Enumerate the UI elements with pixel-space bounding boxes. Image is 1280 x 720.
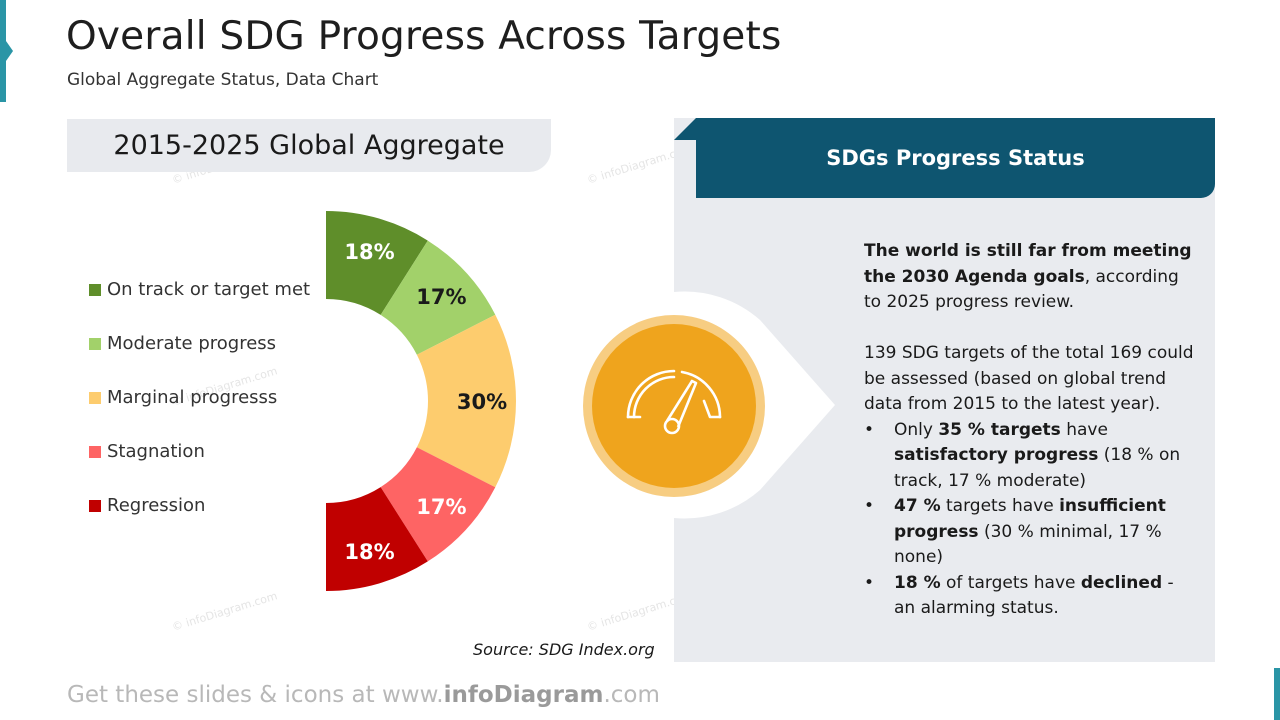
gauge-badge xyxy=(592,324,756,488)
data-label: 30% xyxy=(457,390,507,414)
status-intro: The world is still far from meeting the … xyxy=(864,239,1194,316)
status-panel-header: SDGs Progress Status xyxy=(696,118,1215,198)
legend-item: Moderate progress xyxy=(89,333,349,357)
right-accent-bar xyxy=(1274,668,1280,720)
data-label: 17% xyxy=(416,285,466,309)
legend-swatch xyxy=(89,284,101,296)
legend-swatch xyxy=(89,338,101,350)
data-label: 18% xyxy=(344,240,394,264)
legend-swatch xyxy=(89,392,101,404)
data-label: 18% xyxy=(344,540,394,564)
left-accent-arrow xyxy=(6,41,13,61)
donut-segment xyxy=(380,447,496,562)
chart-source: Source: SDG Index.org xyxy=(473,640,655,659)
legend-item: Stagnation xyxy=(89,441,349,465)
data-label: 17% xyxy=(416,495,466,519)
legend-label: Regression xyxy=(107,495,206,516)
status-panel-corner xyxy=(674,118,696,140)
status-bullet: 18 % of targets have declined - an alarm… xyxy=(864,571,1194,622)
page-title: Overall SDG Progress Across Targets xyxy=(66,14,782,59)
aggregate-tab: 2015-2025 Global Aggregate xyxy=(67,119,551,172)
legend-label: Marginal progresss xyxy=(107,387,278,408)
status-panel-title: SDGs Progress Status xyxy=(826,146,1085,170)
legend-label: On track or target met xyxy=(107,279,311,300)
legend-label: Moderate progress xyxy=(107,333,277,354)
status-text: The world is still far from meeting the … xyxy=(864,239,1194,622)
status-intro-bold: The world is still far from meeting the … xyxy=(864,241,1192,287)
footer-link[interactable]: Get these slides & icons at www.infoDiag… xyxy=(67,682,660,708)
status-bullets: Only 35 % targets have satisfactory prog… xyxy=(864,418,1194,622)
left-accent-bar xyxy=(0,0,6,102)
legend-item: Marginal progresss xyxy=(89,387,349,411)
donut-segment xyxy=(326,487,428,591)
status-bullet: Only 35 % targets have satisfactory prog… xyxy=(864,418,1194,495)
donut-segment xyxy=(380,240,496,355)
legend-swatch xyxy=(89,500,101,512)
legend-swatch xyxy=(89,446,101,458)
status-intro-rest: , according to 2025 progress review. xyxy=(864,266,1179,313)
legend-item: On track or target met xyxy=(89,279,349,303)
page-subtitle: Global Aggregate Status, Data Chart xyxy=(67,70,379,90)
aggregate-label: 2015-2025 Global Aggregate xyxy=(113,130,505,161)
legend-item: Regression xyxy=(89,495,349,519)
status-paragraph: 139 SDG targets of the total 169 could b… xyxy=(864,343,1194,414)
donut-segment xyxy=(326,211,428,315)
status-bullet: 47 % targets have insufficient progress … xyxy=(864,494,1194,571)
donut-segment xyxy=(416,314,516,488)
legend-label: Stagnation xyxy=(107,441,205,462)
speedometer-icon xyxy=(626,369,722,435)
